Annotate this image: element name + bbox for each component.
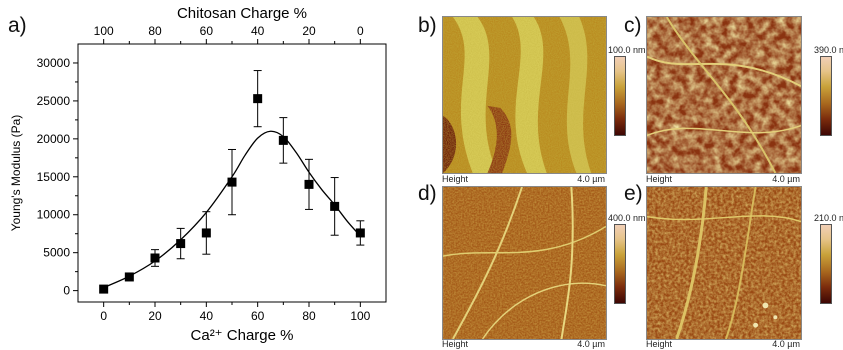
afm-panel-d: Height 4.0 µm (442, 186, 607, 350)
data-point (176, 239, 186, 249)
x-axis-title: Ca²⁺ Charge % (191, 327, 294, 344)
panel-c-label: c) (624, 14, 642, 37)
afm-height-image-d (442, 186, 607, 340)
afm-caption-height-b: Height (442, 174, 469, 184)
afm-panel-e: Height 4.0 µm (646, 186, 802, 350)
y-tick-label: 10000 (37, 208, 71, 222)
afm-caption-scale-d: 4.0 µm (577, 339, 605, 349)
x-tick-label: 40 (200, 309, 214, 323)
y-tick-label: 0 (63, 284, 70, 298)
data-point (355, 228, 365, 238)
afm-caption-scale-e: 4.0 µm (772, 339, 800, 349)
top-tick-label: 100 (94, 24, 114, 38)
x-tick-label: 60 (251, 309, 265, 323)
top-axis-title: Chitosan Charge % (177, 5, 307, 22)
panel-e-label: e) (624, 182, 643, 205)
afm-height-image-e (646, 186, 802, 340)
afm-height-image-c (646, 16, 802, 174)
color-scale-label-d: 400.0 nm (608, 213, 646, 223)
y-tick-label: 20000 (37, 132, 71, 146)
x-tick-label: 100 (350, 309, 370, 323)
y-axis-title: Young's Modulus (Pa) (9, 115, 23, 232)
top-tick-label: 0 (357, 24, 364, 38)
panel-d-label: d) (418, 182, 437, 205)
color-scale-label-c: 390.0 nm (814, 45, 843, 55)
data-point (304, 179, 314, 189)
afm-height-image-b (442, 16, 607, 174)
color-scale-bar-c (820, 56, 832, 136)
top-tick-label: 20 (302, 24, 316, 38)
afm-caption-height-d: Height (442, 339, 469, 349)
data-point (201, 228, 211, 238)
panel-b-label: b) (418, 14, 437, 37)
top-tick-label: 60 (200, 24, 214, 38)
afm-panel-c: Height 4.0 µm (646, 16, 802, 184)
y-tick-label: 5000 (43, 246, 70, 260)
youngs-modulus-chart: 0 20 40 60 80 100 100 80 60 40 20 0 0 5000 10000 15000 2… (9, 5, 387, 344)
x-tick-label: 20 (148, 309, 162, 323)
data-point (124, 272, 134, 282)
y-tick-label: 30000 (37, 56, 71, 70)
panel-a-label: a) (8, 14, 27, 37)
data-point (227, 177, 237, 187)
color-scale-label-e: 210.0 nm (814, 213, 843, 223)
x-tick-label: 0 (100, 309, 107, 323)
afm-caption-height-e: Height (646, 339, 673, 349)
y-tick-label: 15000 (37, 170, 71, 184)
data-point (150, 253, 160, 263)
afm-panel-b: Height 4.0 µm (442, 16, 607, 184)
data-point (330, 201, 340, 211)
data-point (99, 284, 109, 294)
y-tick-label: 25000 (37, 94, 71, 108)
color-scale-bar-b (614, 56, 626, 136)
afm-caption-scale-c: 4.0 µm (772, 174, 800, 184)
top-tick-label: 40 (251, 24, 265, 38)
data-point (278, 135, 288, 145)
color-scale-bar-e (820, 224, 832, 304)
top-tick-label: 80 (148, 24, 162, 38)
color-scale-bar-d (614, 224, 626, 304)
fit-curve (103, 130, 361, 289)
x-tick-label: 80 (302, 309, 316, 323)
afm-caption-scale-b: 4.0 µm (577, 174, 605, 184)
color-scale-label-b: 100.0 nm (608, 45, 646, 55)
data-point (253, 94, 263, 104)
afm-caption-height-c: Height (646, 174, 673, 184)
